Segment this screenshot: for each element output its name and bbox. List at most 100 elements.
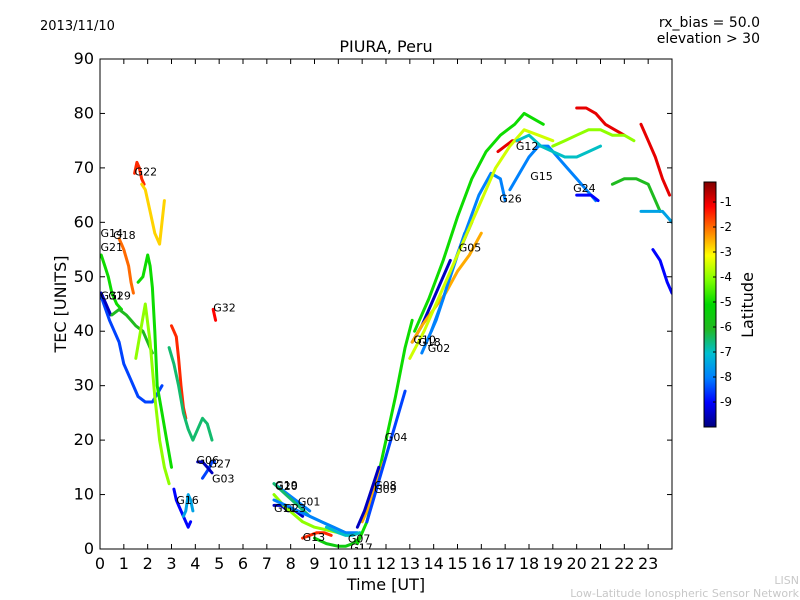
- x-tick-label: 17: [495, 554, 515, 573]
- satellite-label-g20: G20: [275, 480, 298, 493]
- series-track-g01b: [610, 177, 662, 213]
- x-tick-label: 8: [286, 554, 296, 573]
- colorbar: [703, 181, 717, 428]
- satellite-label-g17: G17: [350, 542, 373, 555]
- satellite-label-g26: G26: [499, 193, 522, 206]
- series-track-g10: [167, 346, 214, 442]
- series-track-g26: [429, 171, 507, 333]
- x-tick-label: 7: [262, 554, 272, 573]
- colorbar-label: Latitude: [738, 272, 757, 338]
- satellite-label-g14: G14: [100, 227, 123, 240]
- colorbar-tick-label: -7: [720, 345, 732, 359]
- satellite-label-g10: G10: [413, 334, 436, 347]
- satellite-label-g19: G19: [275, 479, 298, 492]
- series-track-g20: [272, 498, 359, 535]
- elevation-label: elevation > 30: [657, 31, 760, 47]
- colorbar-tick-label: -5: [720, 295, 732, 309]
- x-tick-label: 10: [328, 554, 348, 573]
- satellite-label-g11: G11: [274, 502, 297, 515]
- y-tick-label: 30: [74, 376, 94, 395]
- y-tick-label: 20: [74, 430, 94, 449]
- series-track-g22: [133, 160, 146, 186]
- series-track-g16: [172, 487, 193, 529]
- satellite-label-g01: G01: [298, 495, 321, 508]
- plot-area: G14G18G21G22G32G31G29G06G27G03G16G19G20G…: [100, 106, 672, 555]
- watermark-lisn: LISN: [774, 574, 799, 587]
- colorbar-tick-label: -6: [720, 320, 732, 334]
- colorbar-tick-label: -9: [720, 395, 732, 409]
- colorbar-tick-label: -8: [720, 370, 732, 384]
- satellite-label-g07: G07: [348, 532, 371, 545]
- series-track-g09s: [136, 253, 173, 469]
- y-tick-label: 10: [74, 485, 94, 504]
- series-track-g21: [100, 253, 123, 311]
- y-tick-label: 80: [74, 103, 94, 122]
- series-track-g22b: [515, 133, 602, 159]
- x-tick-label: 0: [95, 554, 105, 573]
- x-tick-label: 20: [566, 554, 586, 573]
- satellite-label-g21: G21: [100, 241, 123, 254]
- x-tick-label: 4: [190, 554, 200, 573]
- y-tick-label: 90: [74, 49, 94, 68]
- x-tick-label: 11: [352, 554, 372, 573]
- series-track-g31b: [639, 122, 672, 197]
- y-tick-label: 0: [84, 539, 94, 558]
- satellite-label-g02: G02: [428, 342, 451, 355]
- satellite-label-g16: G16: [176, 494, 199, 507]
- x-tick-label: 13: [400, 554, 420, 573]
- series-track-g31: [100, 291, 113, 317]
- satellite-label-g04: G04: [385, 431, 408, 444]
- y-tick-label: 70: [74, 158, 94, 177]
- series-track-g06: [196, 460, 214, 475]
- satellite-label-g29: G29: [108, 290, 131, 303]
- series-track-g29: [110, 307, 154, 355]
- x-axis-ticks: 0 1 2 3 4 5 6 7 8 9 10 11 12 13 14 15 16 17 18 19 20 21 22 23: [95, 59, 658, 573]
- x-tick-label: 16: [471, 554, 491, 573]
- x-tick-label: 3: [166, 554, 176, 573]
- y-axis-ticks: 0 10 20 30 40 50 60 70 80 90: [74, 49, 672, 558]
- series-track-g32: [211, 307, 218, 322]
- colorbar-tick-label: -4: [720, 270, 732, 284]
- series-track-g14: [117, 237, 135, 295]
- series-track-g10b: [365, 389, 407, 524]
- satellite-label-g27: G27: [208, 457, 231, 470]
- series-track-g32b: [651, 248, 672, 295]
- satellite-label-g03: G03: [212, 473, 235, 486]
- date-label: 2013/11/10: [40, 19, 115, 34]
- satellite-label-g18: G18: [418, 336, 441, 349]
- satellite-label-g09: G09: [374, 483, 397, 496]
- satellite-label-g22: G22: [135, 166, 158, 179]
- x-tick-label: 19: [543, 554, 563, 573]
- series-track-g27s: [134, 302, 171, 486]
- x-tick-label: 1: [119, 554, 129, 573]
- y-tick-label: 50: [74, 267, 94, 286]
- colorbar-tick-label: -1: [720, 195, 732, 209]
- x-tick-label: 14: [423, 554, 443, 573]
- series-track-g11b: [639, 209, 672, 224]
- x-axis-label: Time [UT]: [346, 575, 425, 594]
- series-track-g26s: [170, 324, 188, 420]
- series-track-g07: [324, 525, 362, 537]
- series-track-g08: [355, 465, 381, 529]
- x-tick-label: 22: [614, 554, 634, 573]
- y-axis-label: TEC [UNITS]: [51, 256, 70, 354]
- satellite-label-g12: G12: [516, 140, 539, 153]
- x-tick-label: 12: [376, 554, 396, 573]
- satellite-label-g15: G15: [530, 170, 553, 183]
- colorbar-tick-label: -2: [720, 220, 732, 234]
- x-tick-label: 21: [590, 554, 610, 573]
- y-tick-label: 40: [74, 321, 94, 340]
- satellite-label-g32: G32: [213, 302, 236, 315]
- x-tick-label: 5: [214, 554, 224, 573]
- y-tick-label: 60: [74, 212, 94, 231]
- series-track-g07e: [181, 493, 195, 518]
- series-track-g18: [100, 291, 164, 404]
- chart-title: PIURA, Peru: [339, 37, 432, 56]
- x-tick-label: 15: [447, 554, 467, 573]
- series-track-g24: [575, 193, 600, 203]
- satellite-label-g18: G18: [113, 229, 136, 242]
- satellite-label-g31: G31: [100, 290, 123, 303]
- series-track-g13: [301, 531, 333, 540]
- satellite-label-g05: G05: [459, 242, 482, 255]
